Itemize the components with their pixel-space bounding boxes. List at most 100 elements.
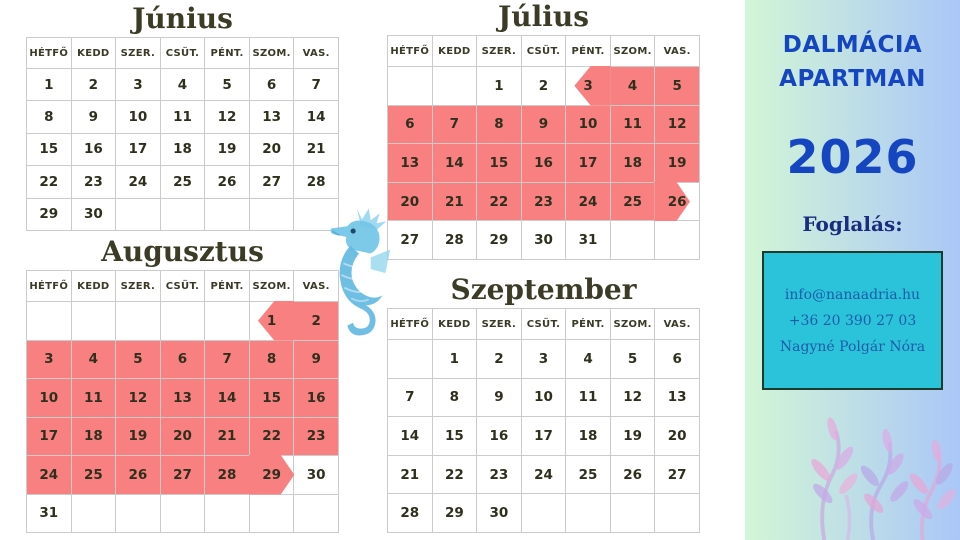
weekday-header: VAS. <box>654 308 700 340</box>
empty-cell <box>70 301 117 341</box>
day-number: 3 <box>44 351 54 368</box>
day-cell: 24 <box>520 454 567 495</box>
empty-cell <box>609 220 656 260</box>
empty-cell <box>654 220 700 260</box>
day-cell: 28 <box>204 455 250 495</box>
day-number: 23 <box>83 173 103 190</box>
day-number: 24 <box>534 466 553 483</box>
day-cell: 16 <box>293 378 339 418</box>
day-cell: 9 <box>520 104 567 145</box>
day-number: 26 <box>667 193 687 210</box>
month-title: Szeptember <box>450 273 637 306</box>
day-number: 30 <box>489 505 509 522</box>
day-cell: 21 <box>204 416 250 456</box>
day-number: 17 <box>578 154 598 171</box>
day-cell: 9 <box>70 100 117 134</box>
weekday-header: CSÜT. <box>520 308 567 340</box>
day-cell: 3 <box>115 67 161 102</box>
day-cell: 16 <box>70 132 117 167</box>
day-number: 22 <box>39 173 59 190</box>
weekday-header: KEDD <box>431 308 478 340</box>
day-cell: 23 <box>520 181 567 222</box>
empty-cell <box>387 66 433 106</box>
day-number: 29 <box>444 505 464 522</box>
day-cell: 6 <box>654 339 700 379</box>
day-number: 20 <box>262 141 281 158</box>
day-number: 14 <box>400 427 420 444</box>
day-number: 3 <box>538 350 549 367</box>
day-number: 16 <box>83 141 103 158</box>
day-cell: 2 <box>293 301 339 341</box>
weekday-header: PÉNT. <box>565 308 611 340</box>
day-number: 10 <box>128 109 148 126</box>
day-number: 21 <box>217 428 237 445</box>
day-cell: 18 <box>159 132 206 167</box>
day-cell: 6 <box>387 104 433 145</box>
empty-cell <box>159 197 206 232</box>
day-cell: 21 <box>387 454 433 495</box>
day-cell: 2 <box>476 339 522 379</box>
empty-cell <box>431 66 478 106</box>
week-row: 10 11 12 13 14 15 16 <box>26 378 339 418</box>
apartment-name-line1: DALMÁCIA <box>782 32 923 58</box>
weekday-header: VAS. <box>293 37 339 69</box>
week-row: 20 21 22 23 24 25 26 <box>387 181 700 222</box>
day-cell: 5 <box>115 339 161 379</box>
day-number: 27 <box>667 466 687 483</box>
day-number: 8 <box>494 116 504 133</box>
day-cell: 29 <box>26 197 72 232</box>
day-cell: 7 <box>204 339 250 379</box>
day-cell: 28 <box>387 493 433 533</box>
day-number: 14 <box>444 154 464 171</box>
weekday-header: HÉTFŐ <box>387 308 433 340</box>
day-cell: 8 <box>248 339 295 379</box>
contact-email[interactable]: info@nanaadria.hu <box>784 286 921 303</box>
seaweed-icon <box>811 417 956 540</box>
day-number: 6 <box>177 351 188 368</box>
day-number: 9 <box>311 351 321 368</box>
day-number: 4 <box>177 76 188 93</box>
day-number: 26 <box>623 466 642 483</box>
weekday-header-row: HÉTFŐ KEDD SZER. CSÜT. PÉNT. SZOM. VAS. <box>26 270 339 302</box>
day-number: 8 <box>44 109 54 126</box>
day-cell: 25 <box>159 165 206 199</box>
empty-cell <box>70 493 117 533</box>
weekday-header: VAS. <box>654 35 700 67</box>
day-number: 17 <box>128 141 148 158</box>
day-cell: 14 <box>387 416 433 456</box>
day-number: 31 <box>578 232 598 249</box>
day-number: 4 <box>627 77 638 94</box>
contact-person-name: Nagyné Polgár Nóra <box>779 338 926 355</box>
day-cell: 3 <box>520 339 567 379</box>
day-cell: 17 <box>565 143 611 183</box>
contact-phone[interactable]: +36 20 390 27 03 <box>788 312 917 329</box>
empty-cell <box>520 493 567 533</box>
day-number: 28 <box>400 505 420 522</box>
day-number: 21 <box>306 141 326 158</box>
day-number: 5 <box>627 350 638 367</box>
day-cell: 25 <box>609 181 656 222</box>
day-number: 20 <box>173 428 192 445</box>
day-number: 12 <box>128 389 148 406</box>
day-number: 22 <box>262 428 281 445</box>
day-number: 11 <box>578 389 598 406</box>
day-cell: 10 <box>26 378 72 418</box>
day-cell: 23 <box>293 416 339 456</box>
day-cell: 28 <box>293 165 339 199</box>
weekday-header: HÉTFŐ <box>26 37 72 69</box>
empty-cell <box>565 493 611 533</box>
day-number: 25 <box>623 193 642 210</box>
weekday-header-row: HÉTFŐ KEDD SZER. CSÜT. PÉNT. SZOM. VAS. <box>26 37 339 69</box>
day-number: 7 <box>449 116 460 133</box>
day-cell: 19 <box>654 143 700 183</box>
day-cell: 27 <box>159 455 206 495</box>
week-row: 8 9 10 11 12 13 14 <box>26 100 339 134</box>
day-cell: 7 <box>431 104 478 145</box>
day-number: 9 <box>494 389 504 406</box>
day-number: 3 <box>133 76 143 93</box>
day-cell: 21 <box>293 132 339 167</box>
weekday-header: SZER. <box>115 37 161 69</box>
day-number: 28 <box>306 173 326 190</box>
